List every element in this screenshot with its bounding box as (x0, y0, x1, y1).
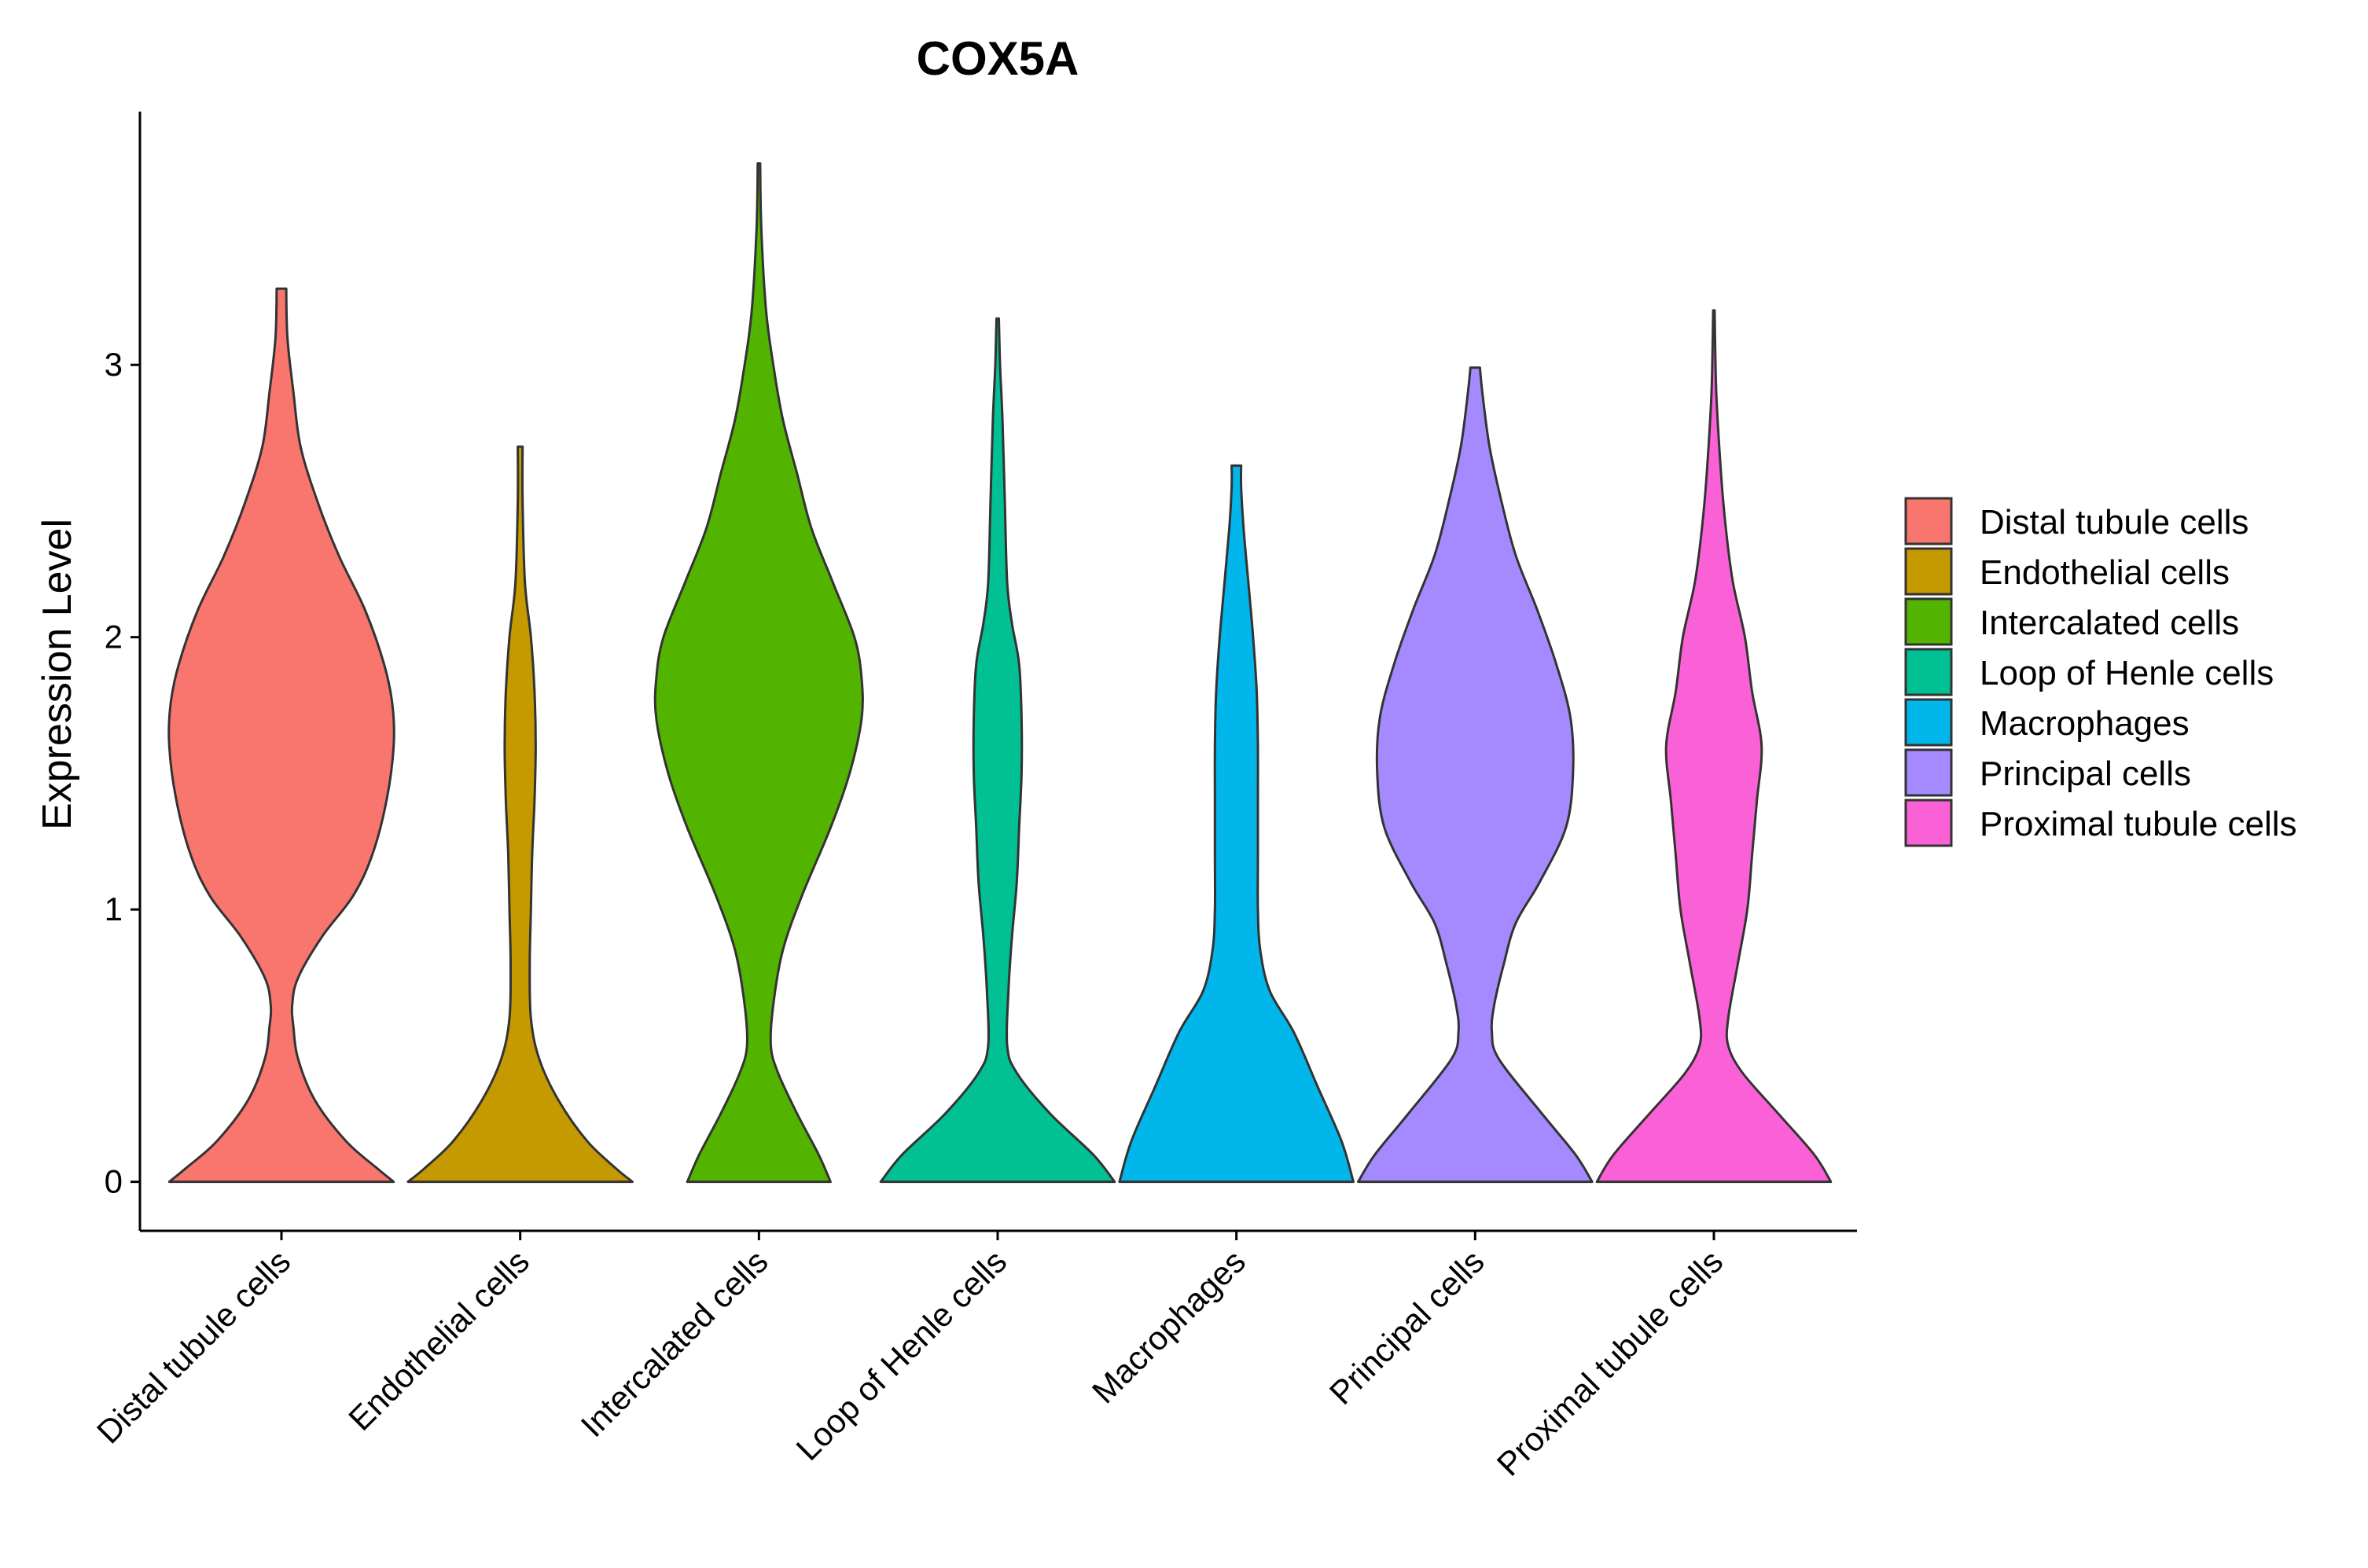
legend-label-intercalated-cells: Intercalated cells (1980, 604, 2239, 642)
legend-label-distal-tubule-cells: Distal tubule cells (1980, 503, 2248, 542)
legend-swatch-distal-tubule-cells (1904, 497, 1953, 545)
violin-macrophages (1118, 464, 1355, 1184)
legend-label-endothelial-cells: Endothelial cells (1980, 553, 2230, 592)
legend-label-macrophages: Macrophages (1980, 704, 2190, 743)
y-tick-label: 1 (105, 890, 123, 927)
legend-swatch-loop-of-henle-cells (1904, 648, 1953, 696)
legend-swatch-principal-cells (1904, 748, 1953, 797)
legend-swatch-intercalated-cells (1904, 597, 1953, 646)
legend: Distal tubule cells Endothelial cells Inte… (1904, 497, 2297, 847)
legend-swatch-endothelial-cells (1904, 547, 1953, 596)
y-tick-label: 3 (105, 346, 123, 383)
legend-label-loop-of-henle-cells: Loop of Henle cells (1980, 654, 2274, 692)
legend-swatch-proximal-tubule-cells (1904, 799, 1953, 847)
legend-swatch-macrophages (1904, 698, 1953, 747)
chart-title: COX5A (917, 32, 1079, 85)
violin-intercalated-cells (653, 162, 864, 1184)
violin-proximal-tubule-cells (1595, 309, 1833, 1184)
legend-label-proximal-tubule-cells: Proximal tubule cells (1980, 805, 2297, 843)
y-tick-label: 2 (105, 619, 123, 655)
y-tick-label: 0 (105, 1163, 123, 1200)
violin-principal-cells (1357, 366, 1594, 1184)
violins-group (167, 162, 1833, 1184)
violin-distal-tubule-cells (167, 287, 395, 1184)
legend-label-principal-cells: Principal cells (1980, 755, 2191, 793)
y-axis-ticks: 0 1 2 3 (105, 346, 140, 1200)
violin-loop-of-henle-cells (879, 317, 1116, 1184)
violin-endothelial-cells (406, 445, 634, 1184)
y-axis-label: Expression Level (35, 519, 80, 830)
